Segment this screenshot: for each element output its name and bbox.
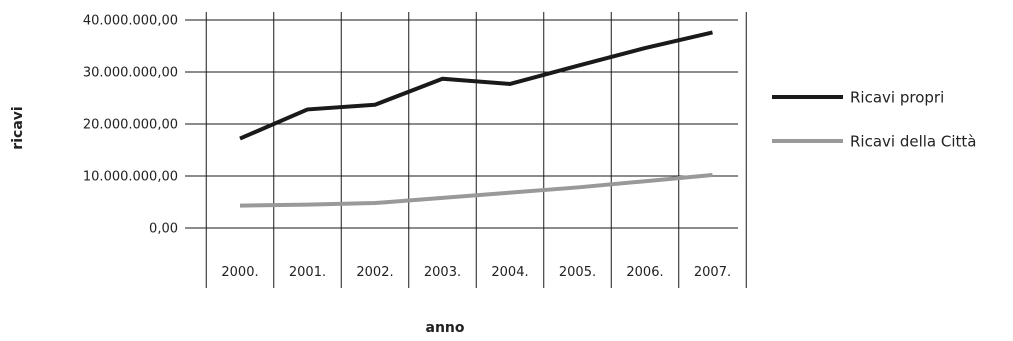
y-tick-label: 30.000.000,00 bbox=[83, 66, 178, 81]
y-tick-label: 20.000.000,00 bbox=[83, 118, 178, 133]
x-tick-label: 2007. bbox=[694, 265, 731, 280]
x-tick-label: 2005. bbox=[559, 265, 596, 280]
legend-label: Ricavi della Città bbox=[850, 133, 976, 151]
x-axis-title: anno bbox=[426, 320, 465, 336]
legend: Ricavi propri Ricavi della Città bbox=[772, 89, 976, 151]
y-tick-label: 40.000.000,00 bbox=[83, 14, 178, 29]
y-tick-label: 10.000.000,00 bbox=[83, 170, 178, 185]
series-lines bbox=[239, 30, 713, 208]
legend-label: Ricavi propri bbox=[850, 89, 944, 107]
y-axis-title: ricavi bbox=[10, 106, 26, 149]
y-axis-tick-labels: 0,00 10.000.000,00 20.000.000,00 30.000.000… bbox=[83, 14, 178, 237]
x-axis-tick-labels: 2000. 2001. 2002. 2003. 2004. 2005. 2006. 2007. bbox=[221, 265, 731, 280]
x-tick-label: 2000. bbox=[221, 265, 258, 280]
y-tick-label: 0,00 bbox=[149, 222, 178, 237]
x-tick-label: 2001. bbox=[289, 265, 326, 280]
x-tick-label: 2004. bbox=[491, 265, 528, 280]
x-tick-label: 2002. bbox=[356, 265, 393, 280]
x-tick-label: 2003. bbox=[424, 265, 461, 280]
x-tick-label: 2006. bbox=[626, 265, 663, 280]
series-line-2 bbox=[239, 172, 713, 208]
series-line-1 bbox=[239, 30, 713, 141]
grid bbox=[185, 12, 747, 288]
